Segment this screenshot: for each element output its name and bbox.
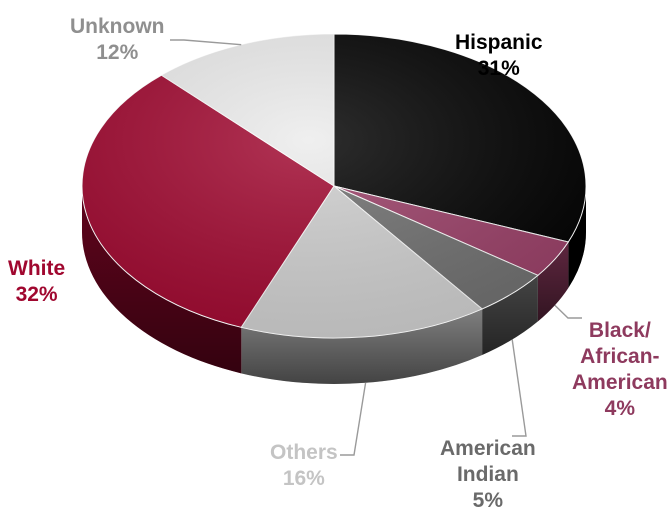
leader-line-3: [340, 382, 367, 456]
label-black-value: 4%: [604, 397, 636, 420]
pie-top-sheen: [82, 34, 586, 338]
pie-side-shade-3: [241, 308, 483, 385]
label-hispanic: Hispanic 31%: [455, 30, 543, 82]
leader-line-1: [554, 304, 582, 319]
label-hispanic-value: 31%: [477, 57, 520, 80]
label-american-indian-line2: Indian: [456, 463, 519, 486]
label-others-value: 16%: [282, 467, 325, 490]
pie-side-shade-4: [82, 186, 242, 374]
label-unknown-value: 12%: [96, 41, 139, 64]
label-unknown: Unknown 12%: [70, 14, 165, 66]
leader-line-5: [170, 39, 242, 46]
label-others-name: Others: [270, 441, 338, 464]
label-american-indian-value: 5%: [472, 489, 504, 512]
label-american-indian: American Indian 5%: [440, 436, 536, 514]
label-others: Others 16%: [270, 440, 338, 492]
label-white-name: White: [8, 257, 66, 280]
label-american-indian-line1: American: [440, 437, 536, 460]
pie-chart: Hispanic 31% Black/ African- American 4%…: [8, 14, 668, 512]
pie-side-shade-1: [537, 241, 569, 322]
label-black-line1: Black/: [588, 319, 651, 342]
label-black-african-american: Black/ African- American 4%: [572, 318, 668, 422]
label-white-value: 32%: [15, 283, 58, 306]
label-unknown-name: Unknown: [70, 15, 165, 38]
label-hispanic-name: Hispanic: [455, 31, 543, 54]
label-white: White 32%: [8, 256, 65, 308]
label-black-line3: American: [572, 371, 668, 394]
leader-line-2: [511, 339, 527, 437]
label-black-line2: African-: [580, 345, 660, 368]
pie-chart-svg: [81, 33, 587, 456]
pie-side-shade-2: [482, 275, 538, 355]
pie-side-shade-0: [568, 186, 586, 288]
